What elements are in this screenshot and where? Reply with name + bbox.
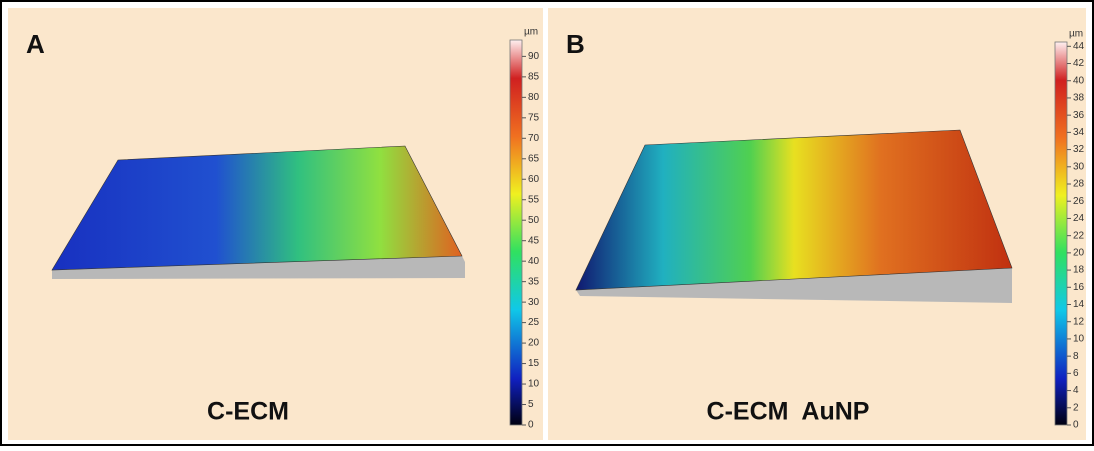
tick-label: 36: [1073, 110, 1085, 121]
tick-label: 16: [1073, 282, 1085, 293]
tick-label: 20: [1073, 248, 1085, 259]
surface-base: [576, 268, 1012, 303]
tick-label: 26: [1073, 196, 1085, 207]
tick-label: 24: [1073, 213, 1085, 224]
panel: A C-ECM µm 0 5 10 15 20 25 30 35 40 45 50 55 60 65 70 75 80…: [26, 27, 540, 431]
tick-label: 80: [528, 92, 540, 103]
tick-label: 12: [1073, 316, 1085, 327]
tick-label: 10: [528, 379, 540, 390]
tick-label: 85: [528, 72, 540, 83]
tick-label: 75: [528, 112, 540, 123]
surface-base: [52, 256, 465, 279]
tick-label: 14: [1073, 299, 1085, 310]
tick-label: 44: [1073, 41, 1085, 52]
colorbar-unit: µm: [524, 27, 538, 38]
caption: C-ECM: [207, 398, 289, 426]
tick-label: 55: [528, 194, 540, 205]
tick-label: 6: [1073, 368, 1079, 379]
panel: BC-ECM AuNPµm024681012141618202224262830…: [566, 29, 1085, 431]
tick-label: 10: [1073, 334, 1085, 345]
tick-label: 30: [1073, 161, 1085, 172]
tick-label: 25: [528, 317, 540, 328]
colorbar: [1054, 41, 1068, 426]
tick-label: 35: [528, 276, 540, 287]
tick-label: 20: [528, 338, 540, 349]
tick-label: 18: [1073, 265, 1085, 276]
tick-label: 90: [528, 51, 540, 62]
tick-label: 60: [528, 174, 540, 185]
panel-label: B: [566, 29, 585, 59]
tick-label: 5: [528, 399, 534, 410]
tick-label: 32: [1073, 144, 1085, 155]
tick-label: 42: [1073, 58, 1085, 69]
tick-label: 40: [528, 256, 540, 267]
tick-label: 34: [1073, 127, 1085, 138]
tick-label: 4: [1073, 385, 1079, 396]
surface: [575, 129, 1013, 291]
surface: [51, 145, 463, 271]
caption: C-ECM AuNP: [707, 398, 870, 426]
colorbar-unit: µm: [1069, 29, 1083, 40]
tick-label: 2: [1073, 402, 1079, 413]
panel-label: A: [26, 29, 45, 59]
tick-label: 28: [1073, 179, 1085, 190]
tick-label: 15: [528, 358, 540, 369]
tick-label: 30: [528, 297, 540, 308]
tick-label: 0: [1073, 420, 1079, 431]
tick-label: 40: [1073, 75, 1085, 86]
tick-label: 8: [1073, 351, 1079, 362]
tick-label: 38: [1073, 93, 1085, 104]
tick-label: 0: [528, 420, 534, 431]
tick-label: 50: [528, 215, 540, 226]
colorbar: [509, 39, 523, 426]
tick-label: 22: [1073, 230, 1085, 241]
tick-label: 70: [528, 133, 540, 144]
tick-label: 65: [528, 153, 540, 164]
tick-label: 45: [528, 235, 540, 246]
